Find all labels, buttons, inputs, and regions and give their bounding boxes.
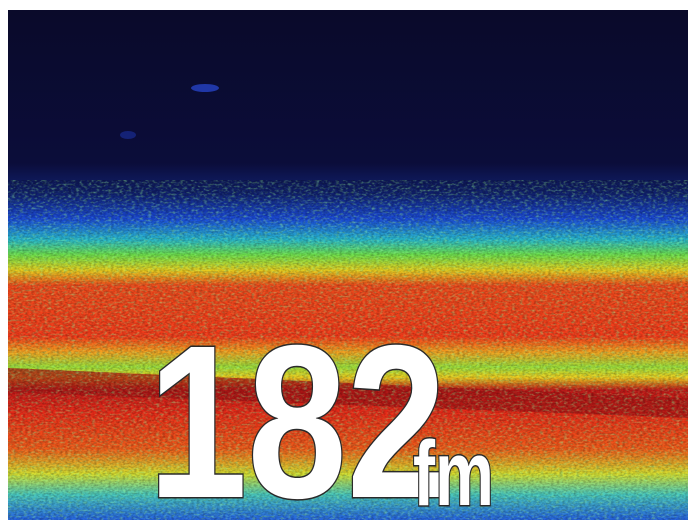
echo-speck bbox=[191, 84, 219, 92]
sonar-screen: 182 fm bbox=[0, 0, 690, 525]
depth-unit: fm bbox=[413, 421, 494, 524]
depth-value: 182 bbox=[148, 301, 446, 525]
echo-display: 182 fm bbox=[8, 10, 688, 525]
echo-speck bbox=[120, 131, 136, 139]
